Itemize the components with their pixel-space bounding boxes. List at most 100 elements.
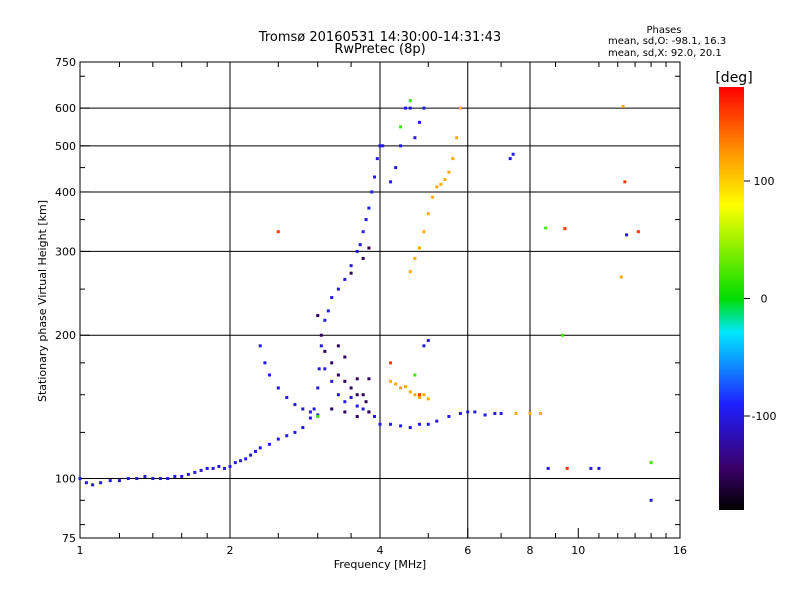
data-point (361, 256, 365, 260)
data-point (455, 136, 459, 140)
data-point (343, 400, 347, 404)
data-point (364, 218, 368, 222)
data-point (316, 314, 320, 318)
x-axis-title: Frequency [MHz] (334, 558, 426, 571)
data-point (151, 477, 155, 481)
data-point (330, 361, 334, 365)
data-point (301, 425, 305, 429)
data-point (426, 422, 430, 426)
data-point (408, 106, 412, 110)
data-point (330, 379, 334, 383)
data-point (308, 416, 312, 420)
data-point (199, 468, 203, 472)
data-point (399, 125, 403, 129)
data-point (443, 177, 447, 181)
data-point (435, 185, 439, 189)
data-point (649, 461, 653, 465)
data-point (514, 411, 518, 415)
data-point (483, 413, 487, 417)
data-point (417, 246, 421, 250)
data-point (343, 355, 347, 359)
x-tick-label: 16 (673, 544, 687, 557)
data-point (301, 407, 305, 411)
data-point (408, 270, 412, 274)
data-point (373, 175, 377, 179)
data-point (217, 464, 221, 468)
colorbar-tick-label: 0 (761, 293, 768, 306)
data-point (173, 474, 177, 478)
data-point (544, 226, 548, 230)
data-point (561, 333, 565, 337)
data-point (316, 386, 320, 390)
data-point (343, 277, 347, 281)
plot-area (79, 61, 681, 539)
data-point (636, 230, 640, 234)
data-point (249, 453, 253, 457)
data-point (330, 407, 334, 411)
data-point (417, 422, 421, 426)
data-point (426, 397, 430, 401)
data-point (258, 446, 262, 450)
y-tick-label: 750 (55, 56, 76, 69)
data-point (84, 481, 88, 485)
data-point (108, 479, 112, 483)
data-point (211, 466, 215, 470)
data-point (355, 414, 359, 418)
data-point (413, 136, 417, 140)
x-tick-label: 8 (527, 544, 534, 557)
data-point (389, 422, 393, 426)
data-point (323, 349, 327, 353)
data-point (619, 275, 623, 279)
data-point (431, 195, 435, 199)
data-point (370, 190, 374, 194)
data-point (546, 466, 550, 470)
x-tick-label: 1 (77, 544, 84, 557)
data-point (263, 361, 267, 365)
data-point (565, 466, 569, 470)
data-point (285, 395, 289, 399)
y-tick-label: 100 (55, 473, 76, 486)
data-point (99, 481, 103, 485)
data-point (439, 182, 443, 186)
data-point (317, 367, 321, 371)
data-point (378, 422, 382, 426)
data-point (451, 157, 455, 161)
data-point (361, 393, 365, 397)
data-point (316, 414, 320, 418)
x-tick-label: 4 (377, 544, 384, 557)
data-point (493, 411, 497, 415)
data-point (508, 157, 512, 161)
data-point (399, 144, 403, 148)
data-point (349, 271, 353, 275)
data-point (408, 99, 412, 103)
y-tick-label: 300 (55, 245, 76, 258)
data-point (336, 373, 340, 377)
data-point (276, 386, 280, 390)
data-point (367, 377, 371, 381)
data-point (358, 243, 362, 247)
chart-subtitle: RwPretec (8p) (334, 42, 425, 57)
data-point (293, 403, 297, 407)
data-point (367, 246, 371, 250)
data-point (473, 410, 477, 414)
data-point (403, 106, 407, 110)
data-point (447, 414, 451, 418)
y-tick-label: 500 (55, 140, 76, 153)
data-point (166, 477, 170, 481)
data-point (267, 442, 271, 446)
y-tick-label: 400 (55, 186, 76, 199)
data-point (403, 385, 407, 389)
data-point (355, 377, 359, 381)
x-axis: 1 2 4 6 8 10 16 (77, 62, 687, 557)
data-point (135, 477, 139, 481)
data-point (205, 466, 209, 470)
data-point (330, 296, 334, 300)
colorbar-tick-label: 100 (754, 175, 775, 188)
data-point (285, 434, 289, 438)
data-point (117, 479, 121, 483)
data-point (539, 411, 543, 415)
data-point (381, 144, 385, 148)
data-point (399, 386, 403, 390)
data-point (276, 437, 280, 441)
x-tick-label: 6 (464, 544, 471, 557)
